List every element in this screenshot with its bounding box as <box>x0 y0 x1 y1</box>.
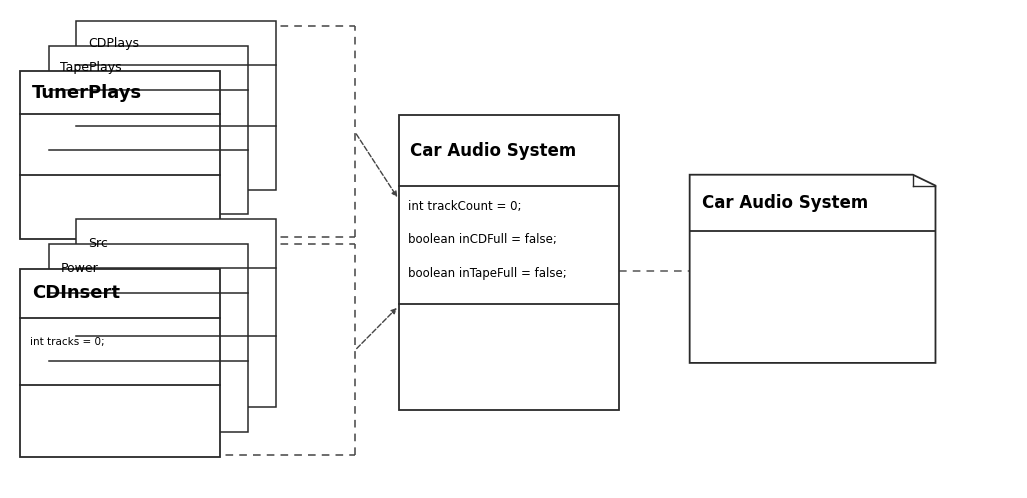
Polygon shape <box>690 175 936 363</box>
Text: boolean inTapeFull = false;: boolean inTapeFull = false; <box>408 267 566 280</box>
Text: TapePlays: TapePlays <box>61 61 122 74</box>
Text: TunerPlays: TunerPlays <box>32 84 142 102</box>
FancyBboxPatch shape <box>48 244 249 432</box>
FancyBboxPatch shape <box>20 269 220 457</box>
Text: CDPlays: CDPlays <box>88 36 139 50</box>
Text: boolean inCDFull = false;: boolean inCDFull = false; <box>408 234 557 247</box>
FancyBboxPatch shape <box>76 219 276 407</box>
Text: Car Audio System: Car Audio System <box>702 194 868 212</box>
Text: CDInsert: CDInsert <box>32 284 120 302</box>
Text: int tracks = 0;: int tracks = 0; <box>30 337 105 347</box>
FancyBboxPatch shape <box>20 71 220 239</box>
Text: Src: Src <box>88 237 108 250</box>
Text: int trackCount = 0;: int trackCount = 0; <box>408 200 521 213</box>
Text: Power: Power <box>61 262 99 275</box>
FancyBboxPatch shape <box>48 46 249 214</box>
FancyBboxPatch shape <box>76 21 276 190</box>
FancyBboxPatch shape <box>398 116 619 410</box>
Text: Car Audio System: Car Audio System <box>410 141 576 160</box>
